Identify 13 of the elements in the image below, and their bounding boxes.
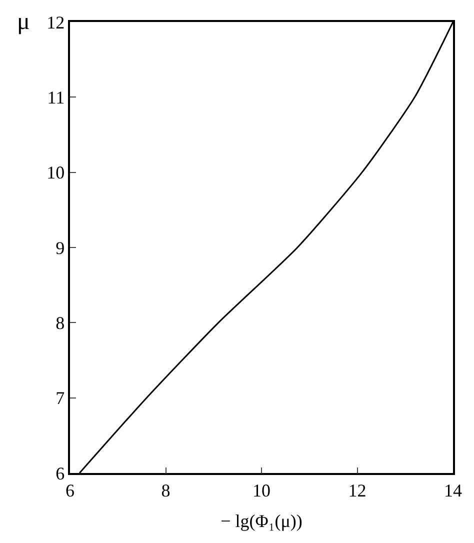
y-tick-label: 6	[56, 463, 65, 484]
y-axis-title: μ	[17, 9, 30, 35]
x-tick-label: 12	[348, 480, 366, 500]
x-tick-label: 8	[161, 480, 170, 500]
x-tick-label: 10	[252, 480, 270, 500]
y-tick-label: 7	[56, 388, 65, 408]
x-tick-label: 14	[444, 480, 462, 500]
y-tick-label: 9	[56, 238, 65, 258]
y-tick-label: 10	[46, 162, 65, 183]
x-axis-title: − lg(Φ₁(μ))	[220, 510, 302, 531]
y-tick-label: 8	[56, 312, 65, 333]
y-tick-label: 11	[47, 87, 65, 108]
y-tick-label: 12	[46, 12, 65, 32]
